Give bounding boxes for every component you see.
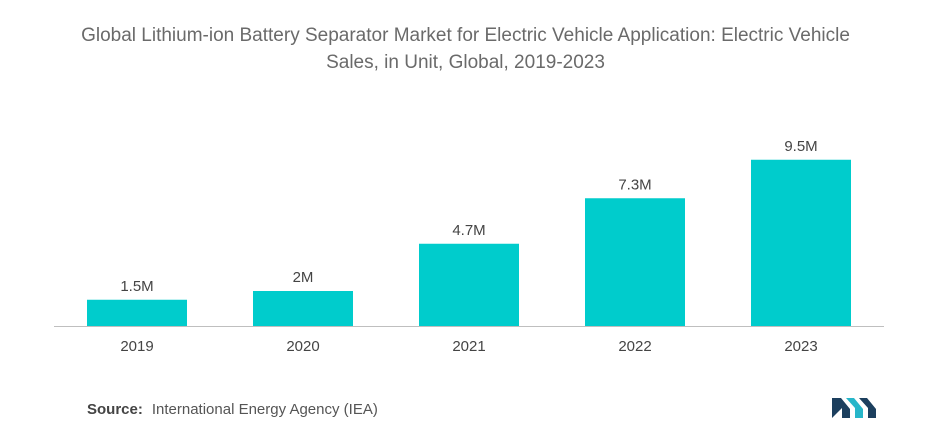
bar-2020 — [253, 291, 353, 326]
chart-title: Global Lithium-ion Battery Separator Mar… — [30, 22, 901, 76]
x-tick-2019: 2019 — [120, 338, 153, 355]
x-tick-2021: 2021 — [452, 338, 485, 355]
x-tick-labels: 2019 2020 2021 2022 2023 — [120, 338, 817, 355]
bar-2023 — [751, 159, 851, 326]
bar-2019 — [87, 299, 187, 326]
source-note: Source: International Energy Agency (IEA) — [87, 401, 378, 418]
data-label-2020: 2M — [293, 269, 314, 286]
data-label-2022: 7.3M — [618, 176, 651, 193]
x-tick-2023: 2023 — [784, 338, 817, 355]
source-label: Source: — [87, 401, 143, 418]
bar-series — [87, 159, 851, 326]
bar-2021 — [419, 243, 519, 326]
x-tick-2020: 2020 — [286, 338, 319, 355]
bar-2022 — [585, 198, 685, 326]
data-label-2021: 4.7M — [452, 222, 485, 239]
chart-title-line-1: Global Lithium-ion Battery Separator Mar… — [81, 25, 850, 46]
data-label-2023: 9.5M — [784, 138, 817, 155]
data-labels: 1.5M 2M 4.7M 7.3M 9.5M — [120, 138, 817, 295]
mordor-logo-icon — [832, 398, 876, 418]
data-label-2019: 1.5M — [120, 278, 153, 295]
chart-title-line-2: Sales, in Unit, Global, 2019-2023 — [326, 52, 605, 73]
source-text: International Energy Agency (IEA) — [151, 401, 378, 418]
x-tick-2022: 2022 — [618, 338, 651, 355]
